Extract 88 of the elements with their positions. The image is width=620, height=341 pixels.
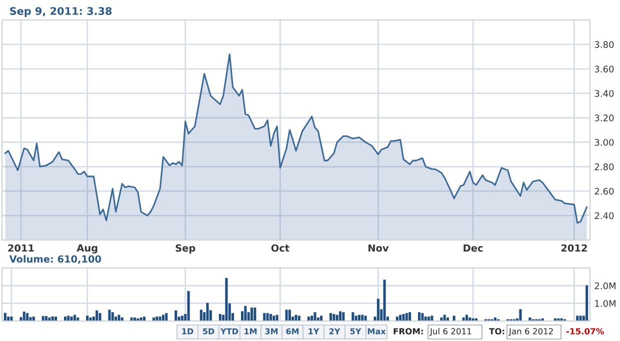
bar: [22, 312, 26, 321]
bar: [67, 316, 70, 321]
text: 1Y: [308, 328, 320, 334]
bar: [320, 316, 323, 321]
bar: [519, 309, 522, 321]
text: 2Y: [329, 328, 340, 334]
text: 6M: [286, 328, 299, 334]
bar: [294, 314, 298, 321]
bar: [254, 308, 256, 321]
bar: [225, 278, 228, 321]
text: 3M: [265, 328, 278, 334]
bar: [206, 302, 209, 321]
bar: [86, 316, 89, 321]
y-tick-label: 3.20: [594, 114, 614, 122]
y-tick-label: 3.60: [594, 66, 614, 72]
text: 5D: [202, 328, 214, 334]
x-tick-label: 2012: [561, 244, 587, 252]
bar: [298, 316, 300, 321]
bar: [244, 306, 247, 321]
y-tick-label: 2.60: [594, 188, 614, 195]
y-tick-label: 3.40: [594, 90, 614, 97]
bar: [332, 314, 336, 321]
bar: [285, 310, 288, 321]
x-tick-label: Dec: [464, 244, 483, 252]
bar: [187, 290, 190, 321]
bar: [408, 312, 412, 321]
bar: [272, 316, 276, 321]
bar: [310, 316, 314, 321]
bar: [108, 310, 111, 321]
bar: [42, 316, 44, 321]
bar: [586, 285, 588, 321]
y-tick-label: 2.40: [594, 212, 614, 220]
bar: [430, 316, 434, 321]
bar: [44, 316, 48, 321]
bar: [269, 314, 272, 321]
bar: [314, 312, 316, 321]
bar: [352, 312, 354, 321]
bar: [218, 314, 222, 321]
bar: [405, 313, 408, 321]
text: Max: [368, 328, 386, 334]
text: FROM:: [394, 328, 423, 334]
x-tick-label: Oct: [271, 244, 290, 252]
text: TO:: [489, 328, 504, 334]
bar: [250, 308, 254, 321]
x-tick-label: Nov: [368, 244, 389, 252]
bar: [579, 316, 582, 321]
chart-title: Volume: 610,100: [9, 255, 102, 264]
bar: [98, 313, 102, 321]
text: Sep 9, 2011: 3.38: [10, 7, 112, 17]
y-tick-label: 2.0M: [594, 282, 616, 290]
text: 1D: [182, 328, 194, 334]
y-tick-label: 3.80: [594, 41, 614, 48]
x-tick-label: Aug: [76, 244, 98, 254]
text: -15.07%: [566, 328, 604, 334]
text: Jul 6 2011: [430, 328, 472, 336]
bar: [263, 313, 266, 321]
bar: [165, 313, 168, 321]
bar: [338, 311, 342, 321]
bar: [421, 313, 424, 321]
bar: [418, 312, 421, 321]
bar: [383, 280, 386, 321]
y-tick-label: 1.0M: [595, 300, 616, 307]
text: YTD: [220, 328, 238, 334]
bar: [376, 298, 380, 321]
bar: [354, 316, 358, 321]
bar: [452, 316, 456, 321]
bar: [174, 310, 178, 321]
bar: [576, 316, 579, 321]
bar: [96, 310, 98, 321]
text: 1M: [244, 328, 257, 334]
bar: [111, 312, 114, 321]
text: Jan 6 2012: [508, 328, 553, 336]
x-tick-label: 2011: [8, 244, 34, 252]
bar: [26, 313, 29, 321]
bar: [330, 313, 332, 321]
bar: [364, 316, 367, 321]
bar: [200, 310, 202, 321]
bar: [29, 317, 32, 321]
bar: [402, 314, 405, 321]
y-tick-label: 2.80: [594, 163, 614, 170]
bar: [266, 313, 269, 321]
y-tick-label: 3.00: [594, 138, 614, 146]
bar: [4, 312, 6, 321]
x-tick-label: Sep: [176, 244, 196, 254]
bar: [180, 316, 184, 321]
bar: [342, 312, 345, 321]
text: 5Y: [350, 328, 362, 334]
bar: [288, 310, 291, 321]
